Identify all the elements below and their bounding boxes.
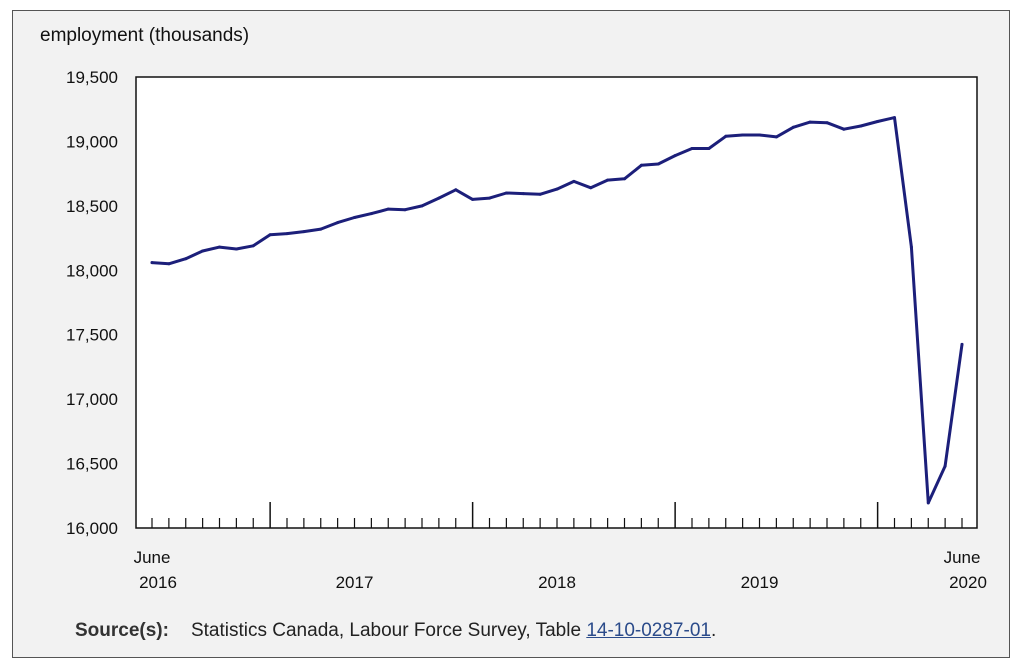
data-point — [201, 249, 205, 253]
x-year-label: 2020 — [949, 573, 987, 592]
data-point — [437, 196, 441, 200]
data-point — [184, 257, 188, 261]
data-point — [218, 245, 221, 249]
source-text: Statistics Canada, Labour Force Survey, … — [190, 620, 587, 641]
data-points — [150, 116, 964, 505]
data-point — [673, 154, 677, 158]
data-point — [403, 208, 407, 212]
plot-area — [135, 76, 978, 529]
data-point — [606, 178, 610, 182]
data-point — [538, 192, 542, 196]
data-point — [234, 247, 238, 251]
data-point — [876, 120, 880, 123]
data-point — [960, 342, 964, 346]
data-point — [150, 261, 154, 265]
x-tick-label: June — [944, 548, 981, 567]
data-point — [774, 135, 778, 139]
data-point — [656, 162, 660, 166]
x-year-label: 2016 — [139, 573, 177, 592]
data-point — [690, 147, 694, 150]
y-tick-label: 16,500 — [66, 455, 118, 474]
y-tick-label: 19,000 — [66, 132, 118, 151]
data-point — [639, 163, 643, 167]
data-point — [369, 212, 373, 216]
y-tick-label: 18,500 — [66, 197, 118, 216]
data-point — [521, 192, 525, 196]
data-point — [471, 197, 475, 201]
data-point — [285, 232, 289, 236]
data-point — [589, 186, 593, 190]
x-year-label: 2017 — [336, 573, 374, 592]
data-point — [572, 179, 576, 183]
y-tick-label: 16,000 — [66, 519, 118, 538]
data-point — [167, 262, 171, 266]
data-point — [555, 187, 559, 191]
x-year-label: 2018 — [538, 573, 576, 592]
x-axis: June 2016 2017 2018 2019 June 2020 — [134, 502, 987, 592]
source-note: Source(s): Statistics Canada, Labour Forc… — [75, 620, 716, 642]
data-point — [791, 125, 795, 129]
x-year-label: 2019 — [741, 573, 779, 592]
data-point — [893, 116, 896, 120]
data-point — [808, 120, 812, 124]
data-point — [420, 204, 424, 208]
data-point — [386, 207, 390, 211]
y-tick-label: 18,000 — [66, 261, 118, 280]
data-point — [353, 216, 356, 219]
source-period: . — [710, 620, 717, 641]
y-axis: 16,000 16,500 17,000 17,500 18,000 18,500 19,0… — [66, 68, 118, 538]
data-point — [268, 233, 272, 237]
data-point — [909, 245, 913, 249]
x-tick-label: June — [134, 548, 171, 567]
data-point — [623, 177, 626, 181]
data-point — [454, 188, 458, 192]
data-point — [251, 244, 255, 248]
data-point — [302, 230, 306, 234]
data-point — [504, 191, 508, 195]
data-point — [859, 124, 863, 128]
y-axis-title: employment (thousands) — [40, 25, 249, 46]
y-tick-label: 17,500 — [66, 326, 118, 345]
data-point — [842, 127, 846, 131]
data-point — [741, 133, 745, 137]
data-point — [336, 221, 340, 225]
source-table-link[interactable]: 14-10-0287-01 — [586, 620, 711, 641]
y-tick-label: 17,000 — [66, 390, 118, 409]
data-point — [319, 227, 323, 231]
source-label: Source(s): — [75, 620, 169, 641]
data-point — [724, 134, 728, 138]
data-point — [943, 464, 947, 468]
data-point — [926, 501, 930, 505]
data-point — [488, 196, 491, 200]
data-point — [707, 147, 711, 150]
data-point — [758, 133, 761, 137]
data-point — [825, 121, 829, 125]
y-tick-label: 19,500 — [66, 68, 118, 87]
